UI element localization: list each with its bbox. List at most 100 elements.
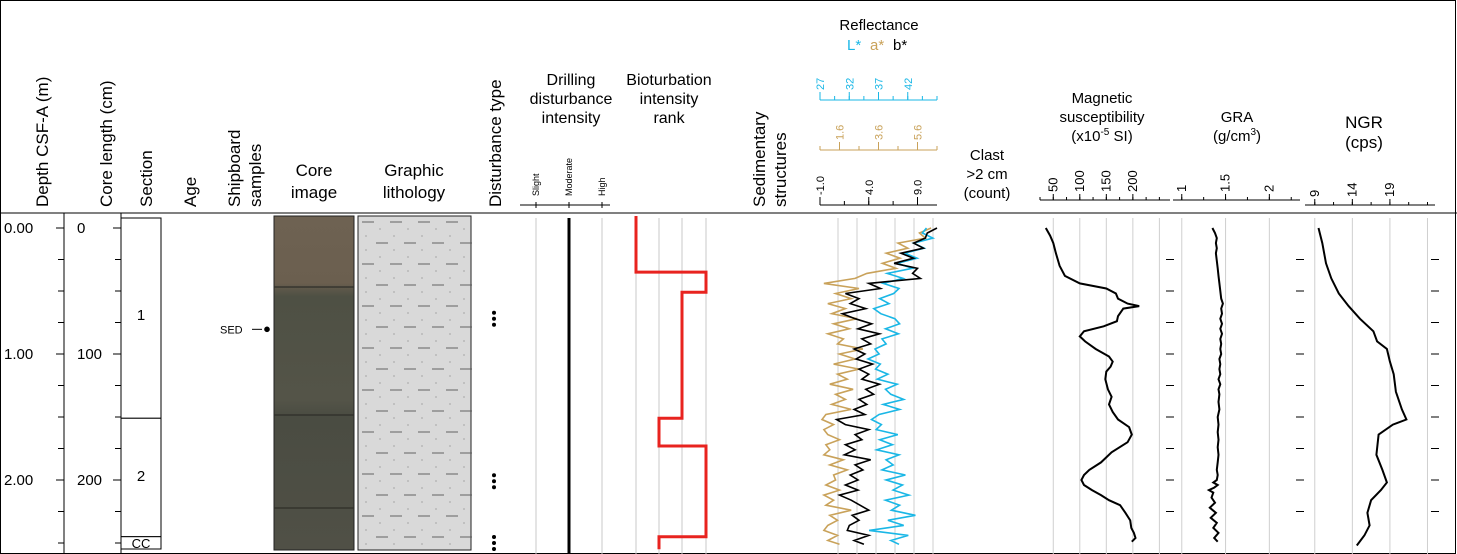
gra-tick-label: 1.5 [1218,174,1233,192]
lithology-dot [379,424,381,426]
lithology-dot [393,277,395,279]
lithology-dot [365,361,367,363]
lithology-dot [393,501,395,503]
lithology-dot [379,522,381,524]
lithology-dot [365,403,367,405]
lithology-dot [435,298,437,300]
header-ngr-1: NGR [1345,113,1383,132]
lithology-dot [379,256,381,258]
depth-tick-label: 0.00 [4,220,33,237]
disturbance-marker [492,322,496,327]
lithology-dot [379,340,381,342]
gra-series [1206,227,1224,543]
lithology-dot [393,235,395,237]
lithology-dot [449,375,451,377]
lithology-dot [379,312,381,314]
lithology-dot [463,396,465,398]
lithology-dot [421,319,423,321]
lithology-dot [449,487,451,489]
lithology-dot [393,445,395,447]
lithology-dot [393,291,395,293]
header-drilling-3: intensity [542,110,601,127]
lithology-dot [421,501,423,503]
drilling-tick-label: Moderate [564,158,574,196]
lithology-dot [407,424,409,426]
lithology-dot [421,235,423,237]
lithology-dot [449,277,451,279]
lithology-dot [463,256,465,258]
reflectance-L-tick-label: 37 [874,78,886,90]
lithology-dot [407,312,409,314]
section-box [120,417,162,538]
header-bioturbation-2: intensity [640,91,699,108]
lithology-dot [421,375,423,377]
header-sedimentary-2: structures [771,132,790,207]
lithology-dot [421,291,423,293]
lithology-dot [379,270,381,272]
lithology-dot [365,417,367,419]
lithology-dot [435,438,437,440]
sample-marker [264,326,270,333]
magsus-series [1044,227,1140,543]
disturbance-marker [492,310,496,315]
header-gra-1: GRA [1221,109,1254,126]
lithology-dot [463,466,465,468]
header-bioturbation-1: Bioturbation [626,72,711,89]
lithology-dot [435,480,437,482]
lithology-dot [365,291,367,293]
lithology-dot [449,319,451,321]
lithology-dot [449,501,451,503]
header-core-image-1: Core [296,161,333,180]
reflectance-b-tick-label: 9.0 [913,180,925,195]
lithology-dot [435,508,437,510]
lithology-dot [435,354,437,356]
lithology-dot [393,417,395,419]
lithology-dot [463,354,465,356]
lithology-dot [449,459,451,461]
lithology-dot [421,333,423,335]
bioturbation-tick-label: Sparse [654,167,664,196]
header-drilling-1: Drilling [547,72,596,89]
lithology-dot [379,466,381,468]
header-clast-2: >2 cm [966,166,1007,183]
lithology-dot [463,438,465,440]
header-samples-1: Shipboard [225,129,244,207]
header-depth: Depth CSF-A (m) [33,77,52,207]
core-image [273,215,355,551]
reflectance-L-series [865,227,936,546]
section-box [120,217,162,419]
lithology-dot [463,228,465,230]
header-lithology-1: Graphic [384,161,444,180]
ngr-series [1317,227,1408,547]
bioturbation-rank-line [634,216,708,550]
lithology-dot [393,375,395,377]
lithology-dot [463,508,465,510]
header-gra-2: (g/cm3) [1213,127,1261,145]
lithology-dot [421,417,423,419]
lithology-dot [435,382,437,384]
lithology-dot [463,522,465,524]
lithology-dot [365,543,367,545]
reflectance-L-tick-label: 32 [844,78,856,90]
core-length-tick-label: 100 [77,346,102,363]
lithology-dot [421,277,423,279]
header-clast-3: (count) [964,185,1011,202]
lithology-dot [449,291,451,293]
lithology-dot [379,382,381,384]
bioturbation-tick-label: Moderate [677,158,687,196]
lithology-dot [435,340,437,342]
disturbance-marker [492,479,496,484]
depth-tick-label: 1.00 [4,346,33,363]
magsus-tick-label: 200 [1125,170,1140,192]
header-core-image-2: image [291,183,337,202]
lithology-dot [463,298,465,300]
lithology-dot [379,298,381,300]
disturbance-marker [492,541,496,545]
gra-tick-label: 1 [1174,185,1189,192]
reflectance-b-tick-label: 4.0 [864,180,876,195]
lithology-dot [435,228,437,230]
core-image-cracks [274,286,354,509]
lithology-dot [407,340,409,342]
lithology-dot [365,319,367,321]
lithology-dot [407,522,409,524]
